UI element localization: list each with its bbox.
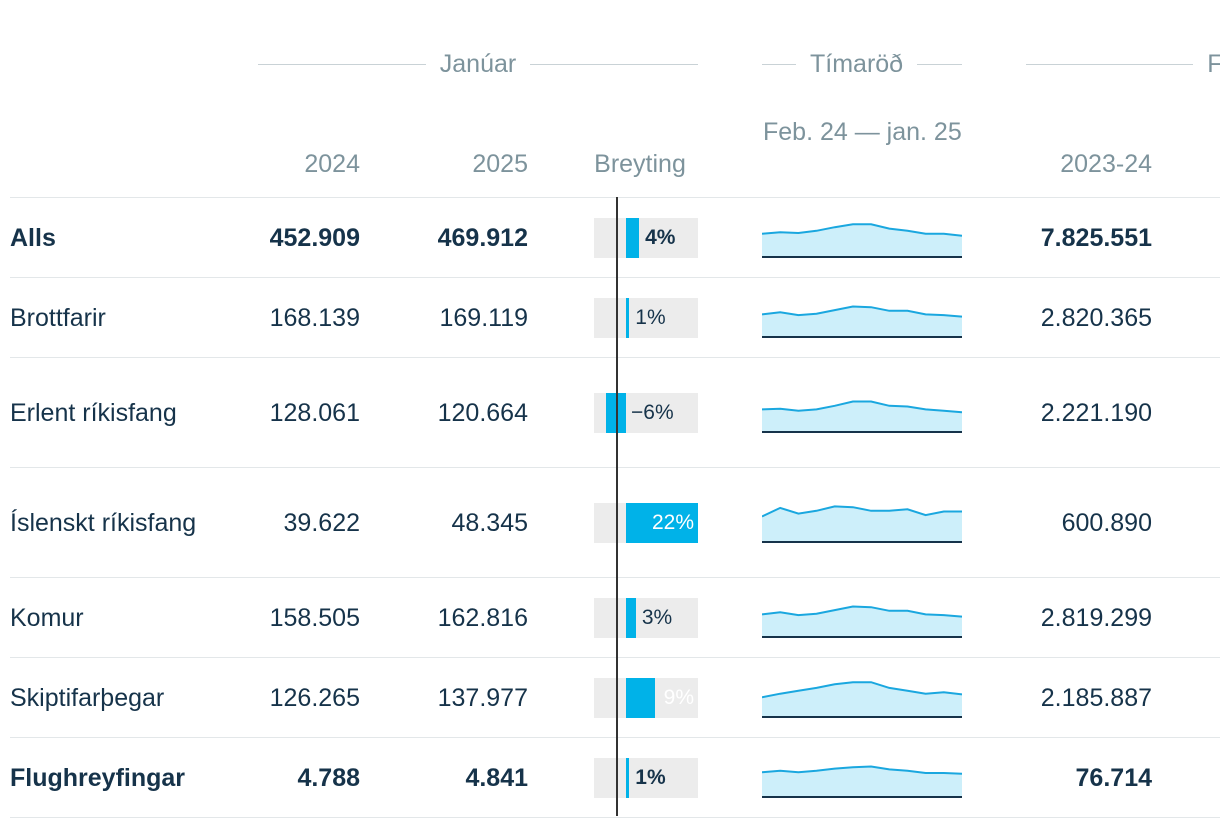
- rule-left: [258, 63, 426, 65]
- table-bottom-border: [10, 817, 1220, 818]
- row-name: Flughreyfingar: [10, 764, 186, 792]
- sparkline-line: [762, 605, 962, 618]
- row-name: Erlent ríkisfang: [10, 399, 177, 427]
- table-row: Skiptifarþegar 126.265 137.977 2.185.887 9%: [10, 657, 1220, 738]
- column-header-timeseries: Feb. 24 — jan. 25: [763, 118, 962, 146]
- value-2024: 168.139: [269, 303, 360, 332]
- sparkline: [762, 765, 962, 798]
- row-name: Íslenskt ríkisfang: [10, 509, 197, 537]
- group-label-timeseries: Tímaröð: [810, 49, 904, 78]
- table-row: Erlent ríkisfang 128.061 120.664 2.221.190 −…: [10, 357, 1220, 468]
- value-2025: 48.345: [451, 508, 528, 537]
- sparkline-area: [762, 401, 962, 432]
- value-2025: 162.816: [437, 603, 528, 632]
- sparkline: [762, 305, 962, 338]
- value-period: 2.185.887: [1040, 683, 1152, 712]
- column-header-2025: 2025: [472, 150, 528, 178]
- change-bar-track: 1%: [594, 298, 698, 338]
- change-bar: [626, 503, 698, 543]
- value-2025: 469.912: [437, 223, 528, 252]
- change-bar-track: −6%: [594, 393, 698, 433]
- value-2025: 120.664: [437, 398, 528, 427]
- sparkline-area: [762, 224, 962, 257]
- sparkline: [762, 505, 962, 543]
- sparkline: [762, 681, 962, 718]
- change-bar-track: 3%: [594, 598, 698, 638]
- value-2024: 452.909: [269, 223, 360, 252]
- row-name: Skiptifarþegar: [10, 684, 165, 712]
- value-2025: 4.841: [465, 763, 528, 792]
- change-label: 4%: [645, 226, 676, 249]
- change-bar: [626, 598, 636, 638]
- change-bar: [626, 758, 630, 798]
- value-2025: 169.119: [439, 303, 528, 332]
- column-header-change: Breyting: [594, 150, 686, 178]
- sparkline-line: [762, 681, 962, 699]
- value-2024: 126.265: [269, 683, 360, 712]
- value-period: 76.714: [1075, 763, 1152, 792]
- sparkline: [762, 605, 962, 638]
- value-period: 600.890: [1061, 508, 1152, 537]
- change-bar-track: 22%: [594, 503, 698, 543]
- change-label: 1%: [635, 306, 666, 329]
- column-header-2024: 2024: [304, 150, 360, 178]
- value-2025: 137.977: [437, 683, 528, 712]
- table-row: Flughreyfingar 4.788 4.841 76.714 1%: [10, 737, 1220, 818]
- table-row: Komur 158.505 162.816 2.819.299 3%: [10, 577, 1220, 658]
- rule-left: [762, 63, 796, 65]
- value-2024: 128.061: [269, 398, 360, 427]
- value-period: 7.825.551: [1040, 223, 1152, 252]
- sparkline-area: [762, 766, 962, 797]
- sparkline: [762, 223, 962, 258]
- sparkline-line: [762, 765, 962, 775]
- sparkline-area: [762, 606, 962, 637]
- rule-left: [1026, 63, 1194, 65]
- change-bar-track: 1%: [594, 758, 698, 798]
- sparkline-line: [762, 505, 962, 518]
- change-zero-line: [616, 197, 618, 816]
- change-label: 3%: [641, 606, 673, 629]
- table-row: Brottfarir 168.139 169.119 2.820.365 1%: [10, 277, 1220, 358]
- change-bar-track: 4%: [594, 218, 698, 258]
- table-row: Alls 452.909 469.912 7.825.551 4%: [10, 197, 1220, 278]
- sparkline-area: [762, 682, 962, 717]
- change-label: −6%: [631, 401, 674, 424]
- row-name: Brottfarir: [10, 304, 106, 332]
- group-label-january: Janúar: [439, 49, 517, 78]
- sparkline: [762, 400, 962, 433]
- group-label-february: Fel: [1207, 49, 1220, 78]
- change-bar-track: 9%: [594, 678, 698, 718]
- change-bar: [626, 678, 656, 718]
- value-2024: 39.622: [283, 508, 360, 537]
- sparkline-area: [762, 306, 962, 337]
- rule-right: [917, 63, 962, 65]
- value-period: 2.820.365: [1040, 303, 1152, 332]
- group-header-january: Janúar: [258, 46, 699, 82]
- group-header-february: Fel: [1026, 46, 1220, 82]
- sparkline-area: [762, 506, 962, 542]
- sparkline-line: [762, 223, 962, 237]
- value-2024: 4.788: [297, 763, 360, 792]
- change-label: 1%: [635, 766, 666, 789]
- value-2024: 158.505: [269, 603, 360, 632]
- row-name: Alls: [10, 224, 56, 252]
- rule-right: [530, 63, 699, 65]
- group-header-timeseries: Tímaröð: [762, 46, 962, 82]
- change-label: 9%: [663, 686, 694, 709]
- sparkline-line: [762, 305, 962, 318]
- change-label: 22%: [651, 511, 694, 534]
- value-period: 2.819.299: [1040, 603, 1152, 632]
- value-period: 2.221.190: [1040, 398, 1152, 427]
- row-name: Komur: [10, 604, 84, 632]
- change-bar: [626, 298, 630, 338]
- sparkline-line: [762, 400, 962, 414]
- change-bar: [626, 218, 640, 258]
- table-row: Íslenskt ríkisfang 39.622 48.345 600.890 22%: [10, 467, 1220, 578]
- column-header-period: 2023-24: [1060, 150, 1152, 178]
